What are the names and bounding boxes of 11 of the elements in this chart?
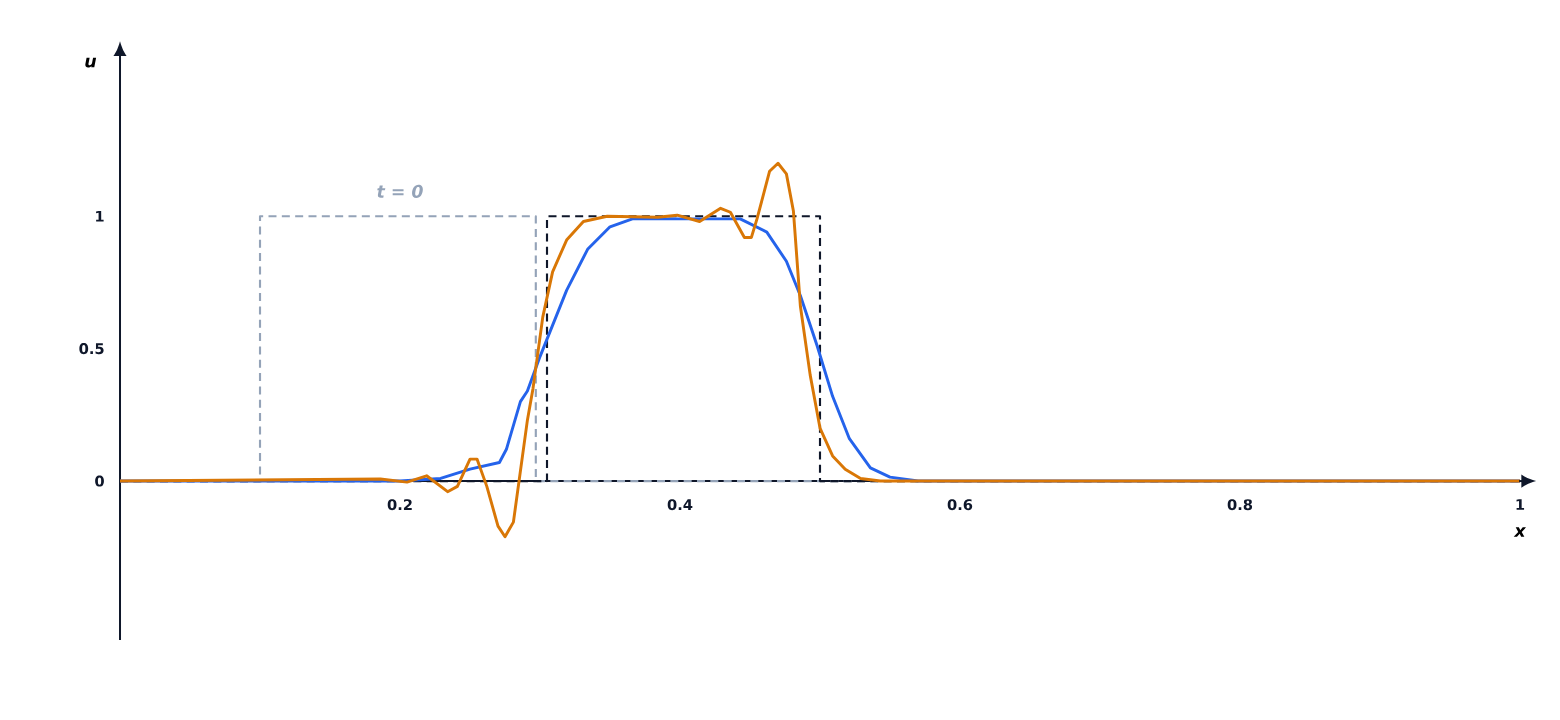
x-tick-label: 0.8 — [1227, 499, 1253, 511]
x-axis-title: x — [1513, 527, 1527, 537]
y-axis-title: u — [85, 57, 97, 68]
y-tick-label: 0 — [95, 475, 104, 487]
x-tick-label: 0.2 — [387, 499, 412, 511]
y-tick-label: 0.5 — [79, 343, 104, 355]
y-tick-label: 1 — [96, 210, 104, 222]
x-tick-label: 0.6 — [947, 499, 973, 511]
annotation: t = 0 — [377, 184, 423, 198]
x-tick-label: 0.4 — [667, 499, 693, 511]
x-tick-label: 1 — [1516, 499, 1525, 510]
